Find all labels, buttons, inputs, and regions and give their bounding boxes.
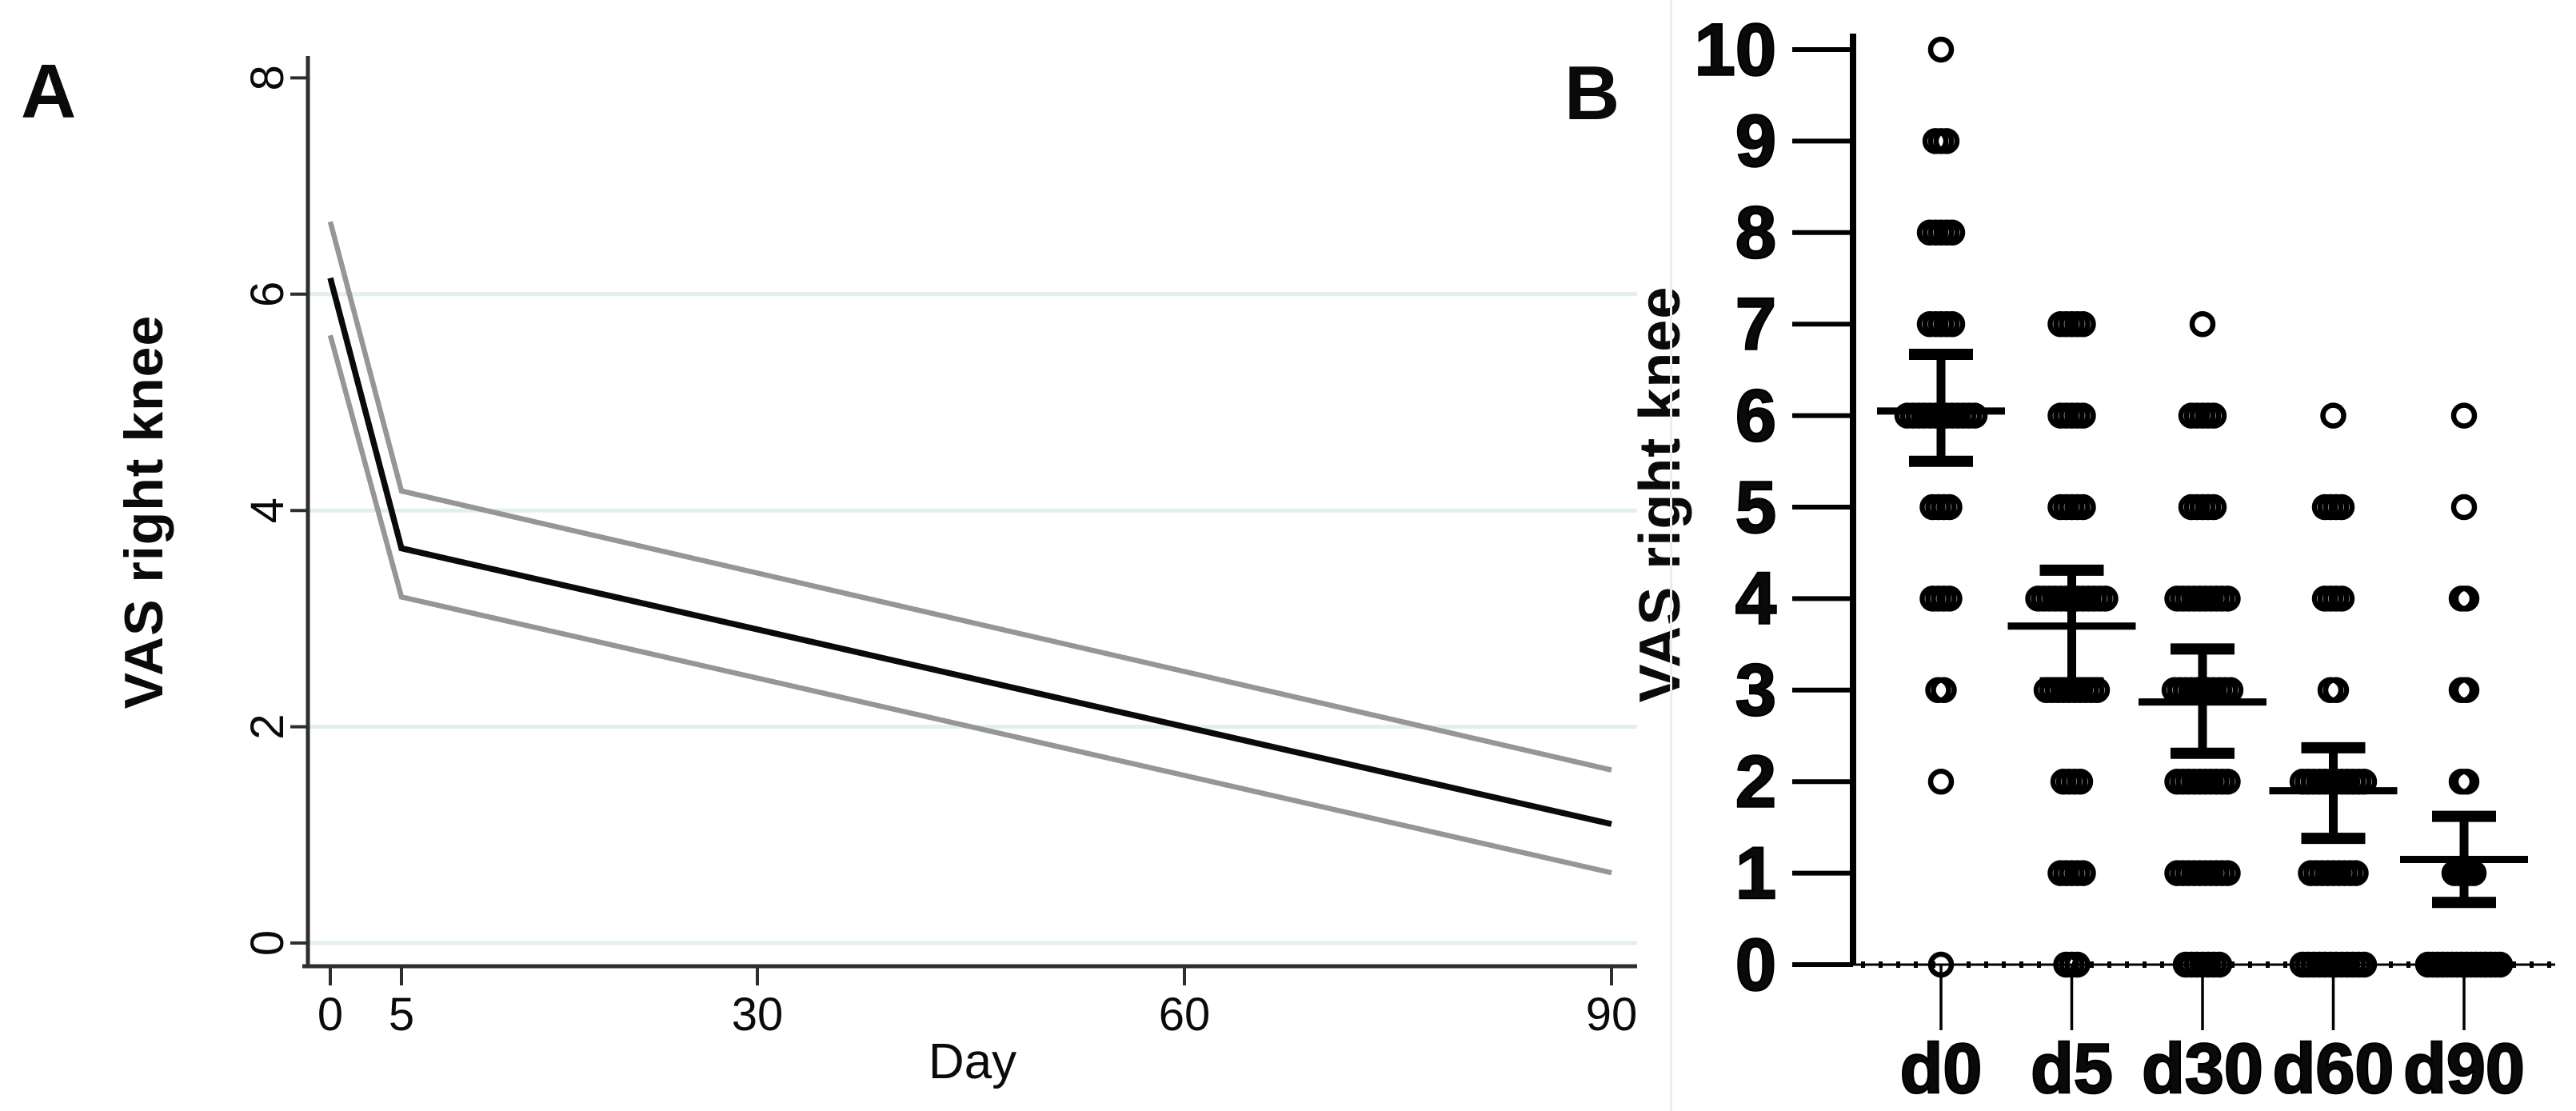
panel-a-x-tick-label: 30 bbox=[732, 989, 784, 1041]
data-point-d60 bbox=[2328, 494, 2355, 521]
panel-b-label: B bbox=[1564, 50, 1619, 136]
data-point-d30 bbox=[2206, 951, 2233, 978]
data-point-d5 bbox=[2070, 494, 2096, 521]
panel-b-y-tick-label: 8 bbox=[1735, 192, 1776, 274]
panel-b-y-tick-label: 6 bbox=[1735, 375, 1776, 457]
panel-b-y-tick-label: 2 bbox=[1735, 741, 1776, 822]
data-point-d90 bbox=[2453, 677, 2480, 704]
panel-a-series-ci_upper bbox=[327, 221, 1612, 773]
panel-a-x-tick-label: 0 bbox=[318, 989, 343, 1041]
data-point-d5 bbox=[2067, 768, 2094, 795]
panel-divider bbox=[1670, 0, 1672, 1111]
data-point-d30 bbox=[2200, 494, 2227, 521]
data-point-d5 bbox=[2070, 860, 2096, 886]
data-point-d30 bbox=[2189, 310, 2216, 338]
panel-b-y-tick-label: 1 bbox=[1735, 833, 1776, 914]
data-point-d60 bbox=[2322, 677, 2350, 704]
panel-a-x-tick-label: 5 bbox=[389, 989, 414, 1041]
data-point-d60 bbox=[2320, 402, 2346, 429]
panel-a-y-axis-title: VAS right knee bbox=[114, 314, 174, 709]
data-point-d0 bbox=[1927, 951, 1955, 978]
panel-b-y-axis-title: VAS right knee bbox=[1628, 286, 1692, 703]
panel-b-y-tick-label: 5 bbox=[1735, 466, 1776, 548]
panel-a-x-tick-label: 90 bbox=[1586, 989, 1638, 1041]
data-point-d0 bbox=[1931, 677, 1957, 704]
panel-b-category-label: d90 bbox=[2403, 1029, 2525, 1108]
panel-a-series-ci_lower bbox=[327, 334, 1612, 876]
data-point-d90 bbox=[2453, 585, 2480, 612]
panel-b-y-tick-label: 9 bbox=[1735, 101, 1776, 182]
data-point-d5 bbox=[2092, 585, 2119, 612]
panel-b-y-tick-label: 3 bbox=[1735, 649, 1776, 731]
data-point-d5 bbox=[2070, 402, 2096, 429]
data-point-d60 bbox=[2350, 951, 2378, 978]
panel-b-category-label: d5 bbox=[2031, 1029, 2113, 1108]
data-point-d90 bbox=[2450, 494, 2478, 521]
data-point-d5 bbox=[2064, 951, 2091, 978]
data-point-d0 bbox=[1933, 128, 1960, 154]
panel-a-x-axis-title: Day bbox=[928, 1034, 1017, 1089]
panel-a-y-tick-label: 6 bbox=[242, 282, 294, 307]
panel-a-label: A bbox=[21, 49, 76, 134]
data-point-d30 bbox=[2200, 402, 2227, 429]
data-point-d30 bbox=[2215, 585, 2241, 612]
data-point-d90 bbox=[2453, 768, 2480, 795]
panel-b-y-tick-label: 7 bbox=[1735, 283, 1776, 365]
panel-b-y-tick-label: 4 bbox=[1735, 558, 1776, 640]
data-point-d0 bbox=[1927, 768, 1955, 795]
data-point-d90 bbox=[2450, 402, 2478, 429]
data-point-d0 bbox=[1961, 402, 1988, 429]
panel-b-category-label: d60 bbox=[2273, 1029, 2394, 1108]
data-point-d30 bbox=[2215, 768, 2241, 795]
data-point-d60 bbox=[2342, 860, 2369, 886]
data-point-d0 bbox=[1939, 219, 1966, 246]
data-point-d60 bbox=[2328, 585, 2355, 612]
panel-a-x-tick-label: 60 bbox=[1159, 989, 1211, 1041]
panel-a-y-tick-label: 2 bbox=[242, 713, 294, 739]
data-point-d0 bbox=[1936, 585, 1963, 612]
panel-b-y-tick-label: 0 bbox=[1735, 924, 1776, 1005]
panel-a-y-tick-label: 0 bbox=[242, 930, 294, 956]
data-point-d30 bbox=[2215, 860, 2241, 886]
data-point-d0 bbox=[1939, 310, 1966, 338]
panel-a-series-mean bbox=[327, 277, 1612, 827]
panel-a-y-tick-label: 4 bbox=[242, 498, 294, 523]
data-point-d0 bbox=[1927, 36, 1955, 63]
data-point-d90 bbox=[2486, 951, 2514, 978]
panel-b-category-label: d0 bbox=[1900, 1029, 1983, 1108]
data-point-d5 bbox=[2070, 310, 2096, 338]
panel-b-y-tick-label: 10 bbox=[1695, 9, 1776, 90]
panel-a-y-tick-label: 8 bbox=[242, 65, 294, 90]
panel-b-category-label: d30 bbox=[2142, 1029, 2263, 1108]
data-point-d0 bbox=[1936, 494, 1963, 521]
